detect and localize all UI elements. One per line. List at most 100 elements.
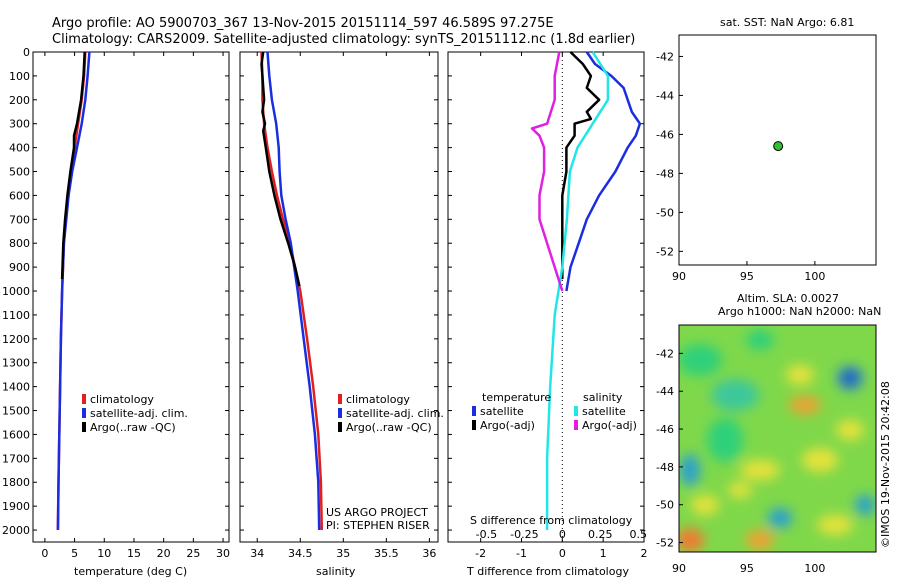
temperature-axis-label: temperature (deg C): [74, 565, 188, 578]
y-tick-label: 100: [9, 70, 30, 83]
difference-series-3: [530, 51, 564, 292]
y-tick-label: -42: [656, 50, 674, 63]
top-tick-label: -0.5: [476, 528, 497, 541]
x-tick-label: 95: [740, 562, 754, 575]
y-tick-label: 600: [9, 189, 30, 202]
y-tick-label: 200: [9, 94, 30, 107]
header-subtitle: Climatology: CARS2009. Satellite-adjuste…: [52, 32, 636, 47]
legend-item-satellite: satellite-adj. clim.: [338, 408, 444, 420]
difference-legend-title-salinity: salinity: [583, 391, 623, 404]
top-tick-label: 0.5: [630, 528, 648, 541]
x-tick-label: 2: [641, 547, 648, 560]
x-tick-label: 25: [186, 547, 200, 560]
sst-map-frame: [678, 34, 877, 266]
legend-label: Argo(-adj): [582, 419, 637, 432]
y-tick-label: 1700: [2, 452, 30, 465]
x-tick-label: 5: [71, 547, 78, 560]
x-tick-label: 35.5: [374, 547, 399, 560]
legend-label: Argo(-adj): [480, 419, 535, 432]
legend-label: Argo(..raw -QC): [90, 421, 176, 434]
difference-top-axis-label: S difference from climatology: [470, 514, 633, 527]
x-tick-label: -1: [516, 547, 527, 560]
y-tick-label: 2000: [2, 524, 30, 537]
temperature-series-2: [60, 51, 86, 280]
pi-credit: PI: STEPHEN RISER: [326, 519, 430, 532]
y-tick-label: -52: [656, 537, 674, 550]
x-tick-label: 1: [600, 547, 607, 560]
difference-legend-title-temperature: temperature: [482, 391, 552, 404]
difference-axis-label: T difference from climatology: [467, 565, 629, 578]
legend-item-sal-argo: Argo(-adj): [574, 420, 637, 432]
x-tick-label: 34: [250, 547, 264, 560]
y-tick-label: 300: [9, 118, 30, 131]
legend-swatch: [472, 406, 476, 416]
salinity-series-2: [260, 51, 301, 287]
legend-swatch: [472, 420, 476, 430]
difference-series-0: [565, 51, 642, 292]
x-tick-label: 0: [41, 547, 48, 560]
y-tick-label: 1200: [2, 333, 30, 346]
y-tick-label: 900: [9, 261, 30, 274]
y-tick-label: -50: [656, 499, 674, 512]
difference-series-1: [561, 51, 601, 280]
salinity-panel-frame: [239, 51, 439, 543]
sla-map-subtitle: Argo h1000: NaN h2000: NaN: [718, 305, 882, 318]
legend-item-argo: Argo(..raw -QC): [338, 422, 444, 434]
legend-swatch: [82, 422, 86, 432]
y-tick-label: -48: [656, 461, 674, 474]
x-tick-label: -2: [475, 547, 486, 560]
x-tick-label: 100: [804, 270, 825, 283]
y-tick-label: -52: [656, 245, 674, 258]
legend-label: satellite: [480, 405, 524, 418]
y-tick-label: -46: [656, 128, 674, 141]
difference-panel-frame: [447, 51, 645, 543]
x-tick-label: 36: [422, 547, 436, 560]
y-tick-label: 800: [9, 237, 30, 250]
y-tick-label: -42: [656, 347, 674, 360]
legend-swatch: [338, 408, 342, 418]
legend-swatch: [338, 394, 342, 404]
x-tick-label: 35: [336, 547, 350, 560]
legend-item-temp-argo: Argo(-adj): [472, 420, 535, 432]
y-tick-label: -50: [656, 206, 674, 219]
header-title: Argo profile: AO 5900703_367 13-Nov-2015…: [52, 16, 554, 31]
legend-label: Argo(..raw -QC): [346, 421, 432, 434]
y-tick-label: -48: [656, 167, 674, 180]
imos-credit: ©IMOS 19-Nov-2015 20:42:08: [879, 381, 892, 548]
sst-map-title: sat. SST: NaN Argo: 6.81: [720, 16, 855, 29]
y-tick-label: 1000: [2, 285, 30, 298]
x-tick-label: 15: [127, 547, 141, 560]
salinity-axis-label: salinity: [316, 565, 356, 578]
sla-heatmap: [679, 325, 876, 552]
y-tick-label: 1800: [2, 476, 30, 489]
legend-label: climatology: [346, 393, 410, 406]
y-tick-label: 1500: [2, 405, 30, 418]
y-tick-label: 700: [9, 213, 30, 226]
x-tick-label: 100: [804, 562, 825, 575]
legend-item-sal-satellite: satellite: [574, 406, 626, 418]
y-tick-label: 1600: [2, 428, 30, 441]
project-credit: US ARGO PROJECT: [326, 506, 428, 519]
temperature-legend: climatology satellite-adj. clim. Argo(..…: [82, 394, 188, 434]
legend-item-satellite: satellite-adj. clim.: [82, 408, 188, 420]
salinity-series-0: [260, 51, 324, 531]
y-tick-label: -46: [656, 423, 674, 436]
temperature-panel-frame: [32, 51, 230, 543]
temperature-series-1: [56, 51, 91, 531]
y-tick-label: 1100: [2, 309, 30, 322]
float-position-marker: [773, 141, 784, 152]
y-tick-label: 400: [9, 142, 30, 155]
legend-swatch: [82, 408, 86, 418]
sla-map-frame: [678, 324, 877, 553]
legend-swatch: [574, 420, 578, 430]
legend-item-argo: Argo(..raw -QC): [82, 422, 188, 434]
legend-item-temp-satellite: satellite: [472, 406, 524, 418]
legend-item-climatology: climatology: [82, 394, 188, 406]
legend-swatch: [574, 406, 578, 416]
salinity-legend: climatology satellite-adj. clim. Argo(..…: [338, 394, 444, 434]
y-tick-label: -44: [656, 385, 674, 398]
top-tick-label: 0: [559, 528, 566, 541]
legend-swatch: [338, 422, 342, 432]
x-tick-label: 20: [157, 547, 171, 560]
